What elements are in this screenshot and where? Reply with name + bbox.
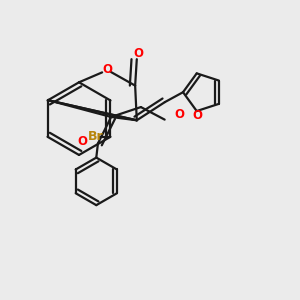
Text: O: O [78,135,88,148]
Text: O: O [134,47,143,60]
Text: Br: Br [88,130,103,143]
Text: O: O [192,109,203,122]
Text: O: O [175,108,185,121]
Text: O: O [102,63,112,76]
